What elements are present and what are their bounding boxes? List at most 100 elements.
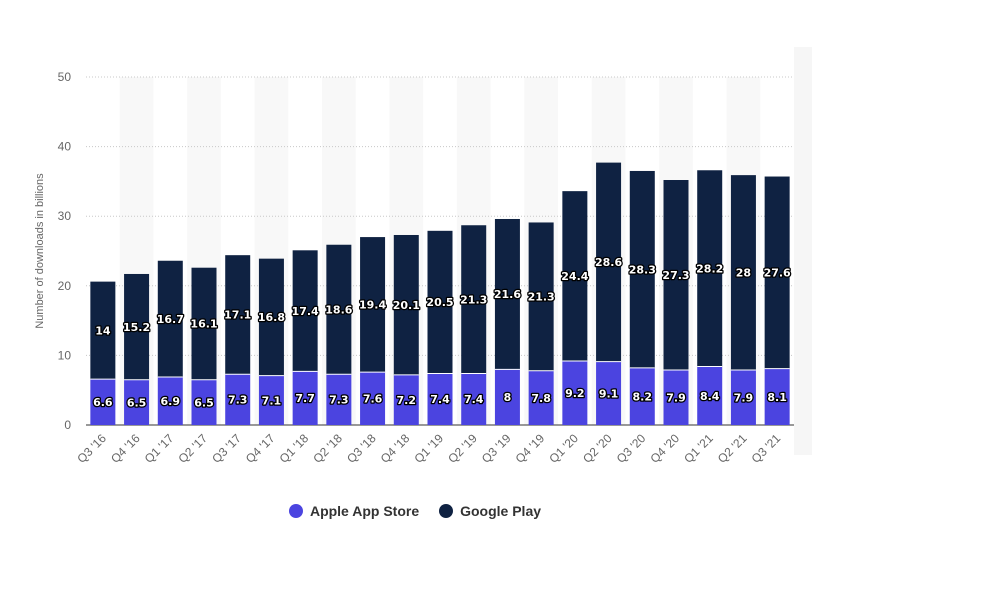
bar-google-play [528,222,554,371]
data-label-google-play: 16.8 [258,311,285,324]
bar-google-play [562,191,588,361]
data-label-google-play: 17.4 [292,305,319,318]
bar-google-play [393,234,419,375]
data-label-apple-app-store: 7.9 [734,392,754,405]
bar-apple-app-store [393,374,419,425]
x-tick-label: Q1 '18 [277,431,312,466]
data-label-google-play: 21.3 [460,293,487,306]
x-tick-label: Q2 '18 [310,431,345,466]
bar-apple-app-store [730,370,756,425]
bar-apple-app-store [124,379,150,425]
x-tick-label: Q3 '16 [74,431,109,466]
data-label-google-play: 21.3 [528,291,555,304]
x-tick-label: Q1 '20 [546,431,581,466]
bar-google-play [629,170,655,368]
data-label-apple-app-store: 7.8 [531,392,551,405]
data-label-google-play: 27.6 [764,267,791,280]
y-axis-title: Number of downloads in billions [34,173,46,329]
legend: Apple App Store Google Play [0,503,830,519]
bar-apple-app-store [528,370,554,425]
x-tick-label: Q3 '17 [209,431,244,466]
data-label-google-play: 15.2 [123,321,150,334]
bar-apple-app-store [292,371,318,425]
x-tick-label: Q2 '17 [175,431,210,466]
data-labels: 6.6 14 6.5 15.2 6.9 16.7 6.5 16.1 7.3 17.1 7.1 16.8… [92,255,793,411]
data-label-apple-app-store: 7.2 [397,394,417,407]
data-label-google-play: 28.6 [595,256,622,269]
x-tick-label: Q2 '20 [580,431,615,466]
bar-apple-app-store [326,374,352,425]
data-label-google-play: 16.7 [157,313,184,326]
right-edge-band [794,47,812,455]
data-label-apple-app-store: 8.1 [767,391,787,404]
x-tick-label: Q4 '17 [243,431,278,466]
data-label-google-play: 28.3 [629,263,656,276]
x-tick-label: Q2 '21 [715,431,750,466]
data-label-apple-app-store: 9.1 [599,387,619,400]
data-label-apple-app-store: 7.4 [430,393,450,406]
data-label-apple-app-store: 7.4 [464,393,484,406]
data-label-google-play: 21.6 [494,288,521,301]
y-tick-label: 20 [58,279,72,293]
x-tick-label: Q1 '21 [681,431,716,466]
bar-apple-app-store [157,376,183,425]
y-tick-label: 50 [58,70,72,84]
bar-google-play [730,175,756,371]
data-label-apple-app-store: 8.4 [700,390,720,403]
bar-apple-app-store [629,367,655,425]
data-label-apple-app-store: 7.1 [262,394,282,407]
legend-swatch-google [439,504,454,518]
data-label-apple-app-store: 7.9 [666,392,686,405]
data-label-apple-app-store: 7.3 [228,394,248,407]
data-label-apple-app-store: 7.7 [295,392,315,405]
bar-google-play [292,250,318,372]
y-tick-label: 40 [58,140,72,154]
data-label-apple-app-store: 8.2 [633,390,653,403]
bar-google-play [461,225,487,374]
x-tick-label: Q1 '19 [411,431,446,466]
legend-label-google: Google Play [460,503,542,519]
bar-google-play [764,176,790,369]
y-tick-label: 0 [64,418,71,432]
bar-apple-app-store [494,369,520,425]
data-label-google-play: 20.5 [426,296,453,309]
data-label-apple-app-store: 8 [504,391,512,404]
y-tick-label: 10 [58,348,72,362]
bar-apple-app-store [427,373,453,425]
legend-item-apple[interactable]: Apple App Store [288,503,420,519]
bar-google-play [494,218,520,370]
data-label-google-play: 19.4 [359,299,386,312]
bar-google-play [90,281,116,380]
x-tick-label: Q4 '20 [647,431,682,466]
bar-google-play [225,255,251,375]
data-label-google-play: 14 [95,324,111,337]
bar-google-play [326,244,352,375]
x-tick-label: Q3 '19 [479,431,514,466]
bar-google-play [697,170,723,367]
data-label-apple-app-store: 6.5 [194,396,214,409]
bars [90,162,790,425]
bar-google-play [124,273,150,380]
data-label-google-play: 27.3 [662,269,689,282]
y-axis-ticks: 0 10 20 30 40 50 [58,70,72,432]
x-tick-label: Q3 '20 [614,431,649,466]
x-tick-label: Q1 '17 [142,431,177,466]
bar-apple-app-store [225,374,251,425]
data-label-google-play: 28 [736,267,751,280]
legend-label-apple: Apple App Store [309,503,420,519]
bar-google-play [596,162,622,362]
bar-google-play [157,260,183,377]
bar-google-play [360,237,386,373]
data-label-google-play: 24.4 [561,270,588,283]
y-tick-label: 30 [58,209,72,223]
data-label-apple-app-store: 7.6 [363,393,383,406]
legend-swatch-apple [288,504,303,518]
bar-google-play [663,180,689,371]
x-tick-label: Q3 '18 [344,431,379,466]
bar-google-play [191,267,217,380]
x-tick-label: Q3 '21 [749,431,784,466]
x-tick-label: Q4 '19 [513,431,548,466]
bar-apple-app-store [562,360,588,425]
legend-item-google[interactable]: Google Play [439,503,541,519]
